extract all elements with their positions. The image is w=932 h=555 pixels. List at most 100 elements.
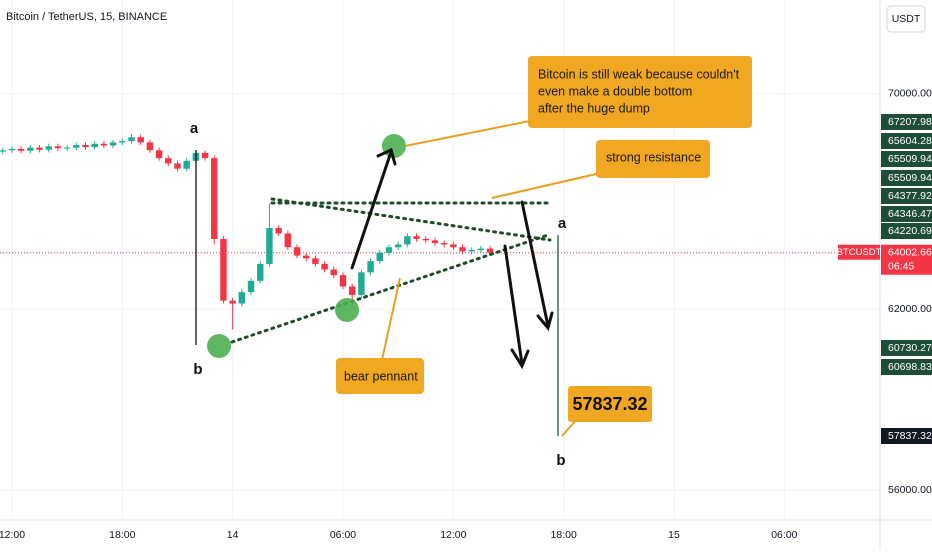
arrow [503,244,530,370]
price-label-bg [881,188,932,204]
price-label-bg [881,359,932,375]
target-text: 57837.32 [572,394,647,414]
callout-text: Bitcoin is still weak because couldn't [538,67,740,81]
candle-body [91,143,98,148]
price-label-bg [881,206,932,222]
candle-body [367,261,374,273]
candle-body [422,238,429,241]
x-tick-label: 14 [227,529,239,541]
candle-body [211,158,218,239]
candles [0,134,494,330]
arrows [350,147,554,370]
candle-body [220,238,227,301]
x-tick-label: 06:00 [330,529,356,541]
candle-body [275,227,282,234]
pennant-line [270,197,552,242]
price-label: 64377.92 [888,190,932,202]
y-tick-label: 56000.00 [888,484,932,496]
currency-button[interactable] [886,5,926,33]
x-tick-label: 18:00 [109,529,135,541]
candle-body [404,236,411,245]
support-line [230,233,550,344]
price-badge-label: 64002.66 [888,246,932,258]
candle-body [229,300,236,304]
candle-body [266,227,273,264]
marker [382,134,406,158]
price-label-bg [881,133,932,149]
callout-text: after the huge dump [538,101,650,115]
candle-body [45,146,52,150]
price-label: 65509.94 [888,153,932,165]
candle-body [358,272,365,295]
marker [335,298,359,322]
candle-body [73,145,80,148]
candle-body [100,143,108,146]
marker [207,334,231,358]
callout-box [528,56,752,128]
candle-body [477,248,485,251]
candle-body [155,150,163,159]
candle-body [330,269,338,276]
candle-body [376,252,383,262]
candle-body [293,247,301,256]
candle-body [82,145,89,148]
price-badge [881,244,932,275]
candle-body [431,240,439,244]
currency-button-label[interactable]: USDT [892,13,921,25]
candle-body [109,142,117,146]
x-tick-label: 15 [668,529,680,541]
x-tick-label: 12:00 [440,529,466,541]
candle-body [0,150,6,152]
candle-body [128,137,135,142]
price-label: 57837.32 [888,430,932,442]
callout-box [336,358,424,394]
candle-body [348,286,356,295]
candle-body [440,243,448,245]
candle-body [165,158,172,164]
callout-pointer [381,277,401,361]
x-tick-label: 18:00 [551,529,577,541]
target-box [568,386,652,422]
candle-body [486,248,494,253]
wave-label: b [556,452,565,469]
price-label: 60730.27 [888,342,932,354]
candle-body [257,263,264,281]
price-label: 65509.94 [888,172,932,184]
wave-label: b [193,361,202,378]
price-label: 64220.69 [888,225,932,237]
wave-label: a [190,120,199,137]
callout-pointer [404,117,546,147]
candle-body [284,233,292,248]
candle-body [312,258,319,264]
candle-body [201,152,209,159]
callout-text: strong resistance [606,150,701,164]
candle-body [36,147,43,150]
callout-text: even make a double bottom [538,84,692,98]
callout-text: bear pennant [344,369,418,383]
candle-body [247,280,255,293]
candle-body [63,147,71,149]
candle-body [459,247,466,252]
price-label: 64346.47 [888,208,932,220]
candle-body [27,147,34,151]
wave-label: a [558,215,567,232]
candle-body [339,275,347,287]
price-label: 60698.83 [888,361,932,373]
price-label-bg [881,170,932,186]
chart-title: Bitcoin / TetherUS, 15, BINANCE [6,11,167,23]
price-label-bg [881,151,932,167]
candle-body [137,137,144,143]
candle-body [119,141,126,143]
price-label: 65604.28 [888,135,932,147]
candle-body [302,255,310,259]
countdown-label: 06:45 [888,260,914,272]
price-label-bg [881,428,932,444]
candle-body [183,160,190,169]
y-tick-label: 70000.00 [888,87,932,99]
arrow [520,200,554,332]
x-tick-label: 06:00 [771,529,797,541]
price-label-bg [881,340,932,356]
candle-body [385,247,393,253]
candle-body [450,244,457,248]
